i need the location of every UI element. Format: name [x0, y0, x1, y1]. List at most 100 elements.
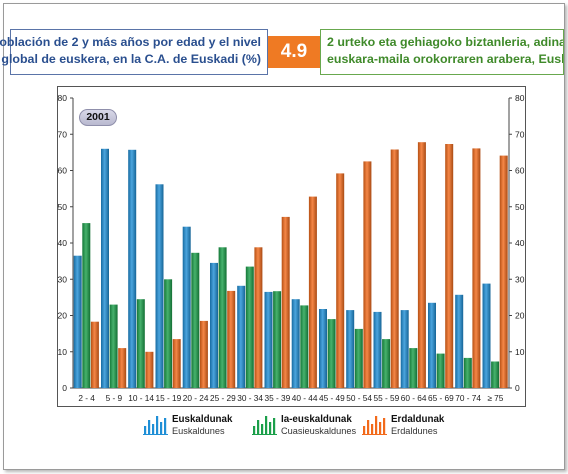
bar-ia-euskaldunak-5: [218, 247, 227, 388]
legend-icon-bar: [148, 420, 151, 434]
bar-erdaldunak-7: [281, 216, 290, 388]
bar-euskaldunak-7: [264, 291, 273, 388]
legend-icon-bar: [257, 420, 260, 434]
bar-ia-euskaldunak-7: [273, 291, 282, 388]
y-tick-label-right: 80: [515, 93, 525, 103]
bar-ia-euskaldunak-10: [354, 328, 363, 388]
bar-erdaldunak-4: [199, 320, 208, 388]
legend-euskaldunak-label: Euskaldunak: [172, 414, 233, 425]
bar-erdaldunak-2: [145, 351, 154, 389]
bar-ia-euskaldunak-2: [136, 299, 145, 388]
x-tick-label: 70 - 74: [455, 393, 481, 403]
y-tick-label-left: 70: [58, 129, 68, 139]
bar-erdaldunak-9: [336, 173, 345, 388]
figure-number-badge: 4.9: [268, 36, 320, 68]
x-tick-label: 20 - 24: [183, 393, 209, 403]
bar-ia-euskaldunak-15: [491, 361, 500, 388]
bar-erdaldunak-8: [308, 196, 317, 388]
year-label: 2001: [79, 109, 117, 126]
bar-euskaldunak-15: [482, 283, 491, 388]
bar-erdaldunak-12: [417, 142, 426, 388]
bar-euskaldunak-5: [210, 262, 218, 388]
y-tick-label-right: 0: [515, 383, 520, 393]
title-spanish-line1: Población de 2 y más años por edad y el …: [0, 35, 261, 49]
legend-icon-bar: [152, 424, 155, 434]
y-tick-label-left: 50: [58, 202, 68, 212]
bar-ia-euskaldunak-0: [82, 223, 91, 388]
y-tick-label-left: 20: [58, 311, 68, 321]
legend-erdaldunak-label: Erdaldunak: [391, 414, 445, 425]
legend-icon-bar: [160, 422, 163, 434]
bar-ia-euskaldunak-6: [245, 266, 254, 388]
bar-erdaldunak-5: [227, 290, 236, 388]
title-spanish-box: Población de 2 y más años por edad y el …: [0, 29, 268, 75]
y-tick-label-right: 20: [515, 311, 525, 321]
legend-icon-bar: [261, 424, 264, 434]
bar-ia-euskaldunak-13: [436, 353, 445, 388]
bar-erdaldunak-14: [472, 148, 481, 388]
bar-erdaldunak-15: [499, 155, 508, 388]
y-tick-label-left: 60: [58, 166, 68, 176]
x-tick-label: 10 - 14: [128, 393, 154, 403]
title-basque-line1: 2 urteko eta gehiagoko biztanleria, adin…: [327, 35, 563, 49]
bar-euskaldunak-14: [455, 294, 464, 388]
bar-erdaldunak-0: [90, 321, 99, 388]
legend-icon-bar: [375, 416, 378, 434]
bar-euskaldunak-9: [319, 309, 327, 388]
bar-ia-euskaldunak-11: [382, 339, 391, 388]
x-tick-label: ≥ 75: [487, 393, 503, 403]
y-tick-label-left: 10: [58, 347, 68, 357]
bar-euskaldunak-2: [128, 149, 137, 388]
bar-euskaldunak-6: [237, 285, 246, 388]
x-tick-label: 50 - 54: [346, 393, 372, 403]
legend-icon-bar: [367, 420, 370, 434]
plot-area: [57, 86, 526, 407]
legend-ia-euskaldunak-label: Ia-euskaldunak: [281, 414, 352, 425]
bar-euskaldunak-3: [155, 184, 164, 388]
x-tick-label: 35 - 39: [264, 393, 290, 403]
bar-euskaldunak-10: [346, 310, 355, 388]
x-tick-label: 15 - 19: [155, 393, 181, 403]
bar-euskaldunak-12: [400, 310, 409, 388]
legend-icon-bar: [144, 426, 147, 434]
bar-ia-euskaldunak-9: [327, 319, 336, 388]
x-tick-label: 45 - 49: [319, 393, 345, 403]
legend-icon-bar: [253, 426, 256, 434]
bar-euskaldunak-13: [428, 302, 436, 388]
legend-erdaldunes-label: Erdaldunes: [391, 426, 438, 436]
bar-ia-euskaldunak-4: [191, 252, 200, 388]
legend-euskaldunes-label: Euskaldunes: [172, 426, 225, 436]
title-basque-line2: euskara-maila orokorraren arabera, Euska…: [327, 52, 563, 66]
legend-icon-bar: [156, 416, 159, 434]
bar-ia-euskaldunak-8: [300, 305, 309, 388]
legend-green-bars-icon: [252, 416, 277, 435]
legend-icon-bar: [363, 426, 366, 434]
bar-ia-euskaldunak-14: [463, 357, 472, 388]
legend-icon-bar: [379, 422, 382, 434]
x-tick-label: 55 - 59: [373, 393, 399, 403]
y-tick-label-left: 30: [58, 274, 68, 284]
title-basque-box: 2 urteko eta gehiagoko biztanleria, adin…: [320, 29, 564, 75]
bar-erdaldunak-3: [172, 339, 181, 388]
bar-erdaldunak-11: [390, 149, 399, 388]
bar-erdaldunak-6: [254, 247, 263, 388]
legend-icon-bar: [265, 416, 268, 434]
y-tick-label-right: 10: [515, 347, 525, 357]
legend-icon-bar: [164, 418, 167, 434]
legend-icon-bar: [383, 418, 386, 434]
x-tick-label: 25 - 29: [210, 393, 236, 403]
legend-orange-bars-icon: [362, 416, 387, 435]
y-tick-label-right: 30: [515, 274, 525, 284]
x-tick-label: 60 - 64: [401, 393, 427, 403]
y-tick-label-right: 40: [515, 238, 525, 248]
bar-ia-euskaldunak-1: [109, 304, 118, 388]
bar-ia-euskaldunak-12: [409, 348, 418, 388]
bar-euskaldunak-4: [182, 226, 191, 388]
bar-euskaldunak-8: [291, 299, 300, 388]
title-spanish-line2: global de euskera, en la C.A. de Euskadi…: [1, 52, 261, 66]
y-tick-label-right: 60: [515, 166, 525, 176]
bar-erdaldunak-1: [118, 348, 127, 388]
y-tick-label-right: 70: [515, 129, 525, 139]
x-tick-label: 5 - 9: [106, 393, 123, 403]
